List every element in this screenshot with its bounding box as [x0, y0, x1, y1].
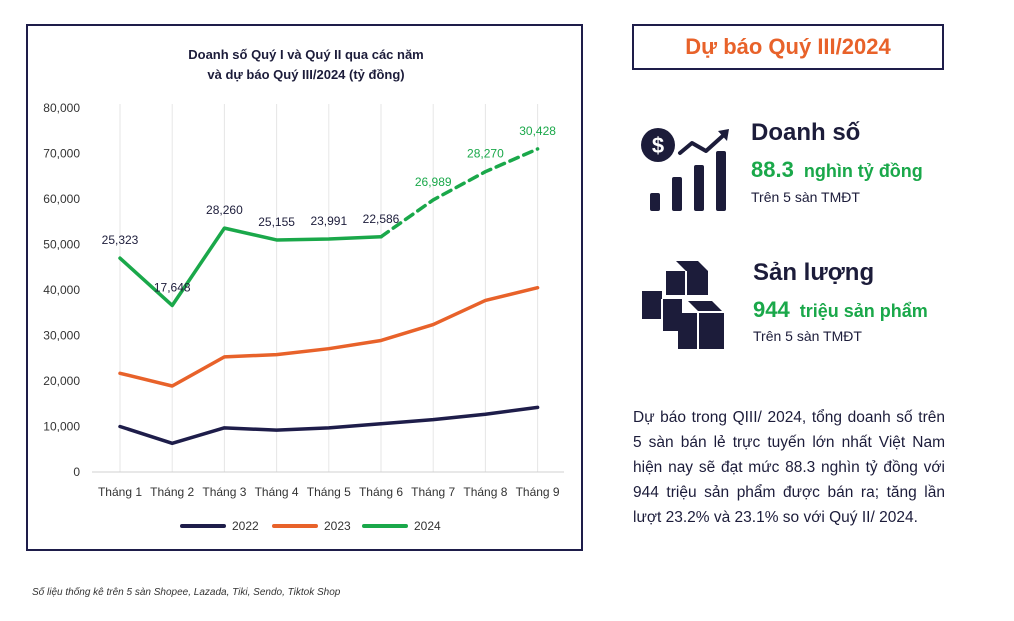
boxes-icon	[642, 261, 724, 349]
volume-sub: Trên 5 sàn TMĐT	[753, 328, 862, 344]
chart-frame: Doanh số Quý I và Quý II qua các năm và d…	[26, 24, 583, 551]
data-label: 17,648	[154, 280, 191, 294]
x-tick-label: Tháng 1	[98, 485, 142, 499]
data-label: 28,270	[467, 147, 504, 161]
volume-title: Sản lượng	[753, 259, 875, 286]
series-line-2024	[118, 226, 383, 308]
x-tick-label: Tháng 7	[411, 485, 455, 499]
revenue-unit: nghìn tỷ đồng	[803, 161, 923, 181]
line-chart: Doanh số Quý I và Quý II qua các năm và d…	[43, 47, 564, 533]
y-tick-label: 60,000	[43, 192, 80, 206]
x-tick-label: Tháng 6	[359, 485, 403, 499]
data-label: 25,323	[102, 233, 139, 247]
x-tick-label: Tháng 5	[307, 485, 351, 499]
revenue-chart-icon: $	[641, 128, 729, 211]
y-tick-label: 30,000	[43, 329, 80, 343]
data-label: 22,586	[363, 212, 400, 226]
revenue-title: Doanh số	[751, 119, 861, 146]
volume-value-row: 944 triệu sản phẩm	[753, 297, 928, 323]
series-line-2023	[118, 285, 540, 388]
chart-title: Doanh số Quý I và Quý II qua các năm	[188, 47, 424, 62]
series-line-2024-forecast	[379, 147, 540, 239]
volume-unit: triệu sản phẩm	[799, 301, 928, 321]
y-tick-label: 40,000	[43, 283, 80, 297]
footnote: Số liệu thống kê trên 5 sàn Shopee, Laza…	[32, 587, 341, 598]
x-tick-label: Tháng 4	[255, 485, 299, 499]
data-label: 28,260	[206, 203, 243, 217]
x-tick-label: Tháng 9	[516, 485, 560, 499]
revenue-value-row: 88.3 nghìn tỷ đồng	[751, 157, 923, 183]
x-tick-label: Tháng 2	[150, 485, 194, 499]
x-tick-label: Tháng 3	[202, 485, 246, 499]
y-tick-label: 50,000	[43, 238, 80, 252]
legend-label-2022: 2022	[232, 519, 259, 533]
y-tick-label: 70,000	[43, 147, 80, 161]
y-tick-label: 0	[73, 465, 80, 479]
legend-label-2023: 2023	[324, 519, 351, 533]
forecast-title: Dự báo Quý III/2024	[632, 24, 944, 70]
volume-stat: Sản lượng 944 triệu sản phẩm Trên 5 sàn T…	[632, 255, 962, 365]
data-label: 23,991	[310, 214, 347, 228]
revenue-stat: $ Doanh số 88.3 nghìn tỷ đồng Trên 5 sàn …	[632, 115, 962, 225]
forecast-title-text: Dự báo Quý III/2024	[685, 34, 891, 59]
summary-paragraph: Dự báo trong QIII/ 2024, tổng doanh số t…	[633, 409, 945, 526]
y-tick-label: 80,000	[43, 101, 80, 115]
data-label: 26,989	[415, 175, 452, 189]
data-label: 30,428	[519, 124, 556, 138]
legend-label-2024: 2024	[414, 519, 441, 533]
revenue-value: 88.3	[751, 157, 794, 182]
y-tick-label: 10,000	[43, 420, 80, 434]
y-tick-label: 20,000	[43, 374, 80, 388]
chart-subtitle: và dự báo Quý III/2024 (tỷ đồng)	[207, 67, 404, 82]
volume-value: 944	[753, 297, 790, 322]
series-line-2022	[118, 405, 540, 446]
svg-text:$: $	[652, 133, 664, 158]
x-tick-label: Tháng 8	[463, 485, 507, 499]
revenue-sub: Trên 5 sàn TMĐT	[751, 189, 860, 205]
data-label: 25,155	[258, 215, 295, 229]
